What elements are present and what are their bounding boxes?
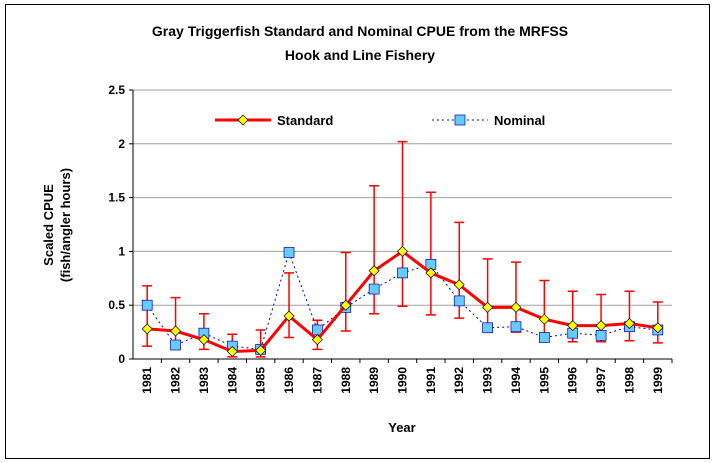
marker [623,317,635,329]
marker [170,339,181,351]
marker [283,310,295,322]
marker [453,279,465,291]
marker [595,320,607,332]
marker [652,322,664,334]
y-tick-label: 0 [118,352,125,366]
legend-label: Standard [277,113,333,128]
x-tick-label: 1998 [622,367,636,394]
marker [340,299,352,311]
chart-border [5,4,710,459]
error-bar [340,251,351,332]
chart-title: Hook and Line Fishery [285,47,435,63]
error-bar [624,290,635,342]
error-bar [425,191,436,316]
marker [170,325,182,337]
x-tick-label: 1989 [367,367,381,394]
chart-title: Gray Triggerfish Standard and Nominal CP… [152,23,568,39]
marker [538,313,550,325]
x-tick-label: 1993 [481,367,495,394]
x-tick-label: 1986 [282,367,296,394]
marker [397,245,408,257]
x-tick-label: 1984 [225,367,239,394]
x-tick-label: 1981 [140,367,154,394]
x-tick-label: 1982 [169,367,183,394]
x-tick-label: 1990 [396,367,410,394]
error-bar [142,285,153,347]
y-tick-label: 2.5 [108,83,125,97]
y-axis-label: (fish/angler hours) [58,168,73,282]
y-tick-label: 1.5 [108,191,125,205]
marker [510,301,522,313]
marker [482,301,494,313]
marker [311,334,323,346]
x-tick-label: 1994 [509,367,523,394]
marker [595,329,607,341]
marker [538,332,550,343]
error-bar [284,272,295,339]
marker [567,320,579,332]
y-tick-label: 2 [118,137,125,151]
marker [397,267,408,279]
marker [510,321,522,333]
x-tick-label: 1988 [339,367,353,394]
marker [368,265,380,277]
x-tick-label: 1997 [594,367,608,394]
marker [198,334,210,346]
marker [255,344,267,356]
marker [425,267,437,279]
x-axis-label: Year [388,420,415,435]
x-tick-label: 1991 [424,367,438,394]
error-bar [397,140,408,308]
marker [368,283,380,295]
y-tick-label: 1 [118,244,125,258]
marker [141,323,153,335]
x-tick-label: 1995 [537,367,551,394]
legend-marker [237,114,249,126]
marker [141,299,153,311]
marker [283,247,295,258]
marker [453,295,465,307]
error-bar [510,261,521,333]
y-axis-label: Scaled CPUE [41,184,56,266]
x-tick-label: 1999 [651,367,665,394]
x-tick-label: 1987 [310,367,324,394]
legend-marker [454,114,466,126]
marker [226,345,238,357]
x-tick-label: 1983 [197,367,211,394]
y-tick-label: 0.5 [108,298,125,312]
x-tick-label: 1996 [566,367,580,394]
legend-label: Nominal [494,113,545,128]
x-tick-label: 1992 [452,367,466,394]
marker [482,322,493,334]
x-tick-label: 1985 [254,367,268,394]
